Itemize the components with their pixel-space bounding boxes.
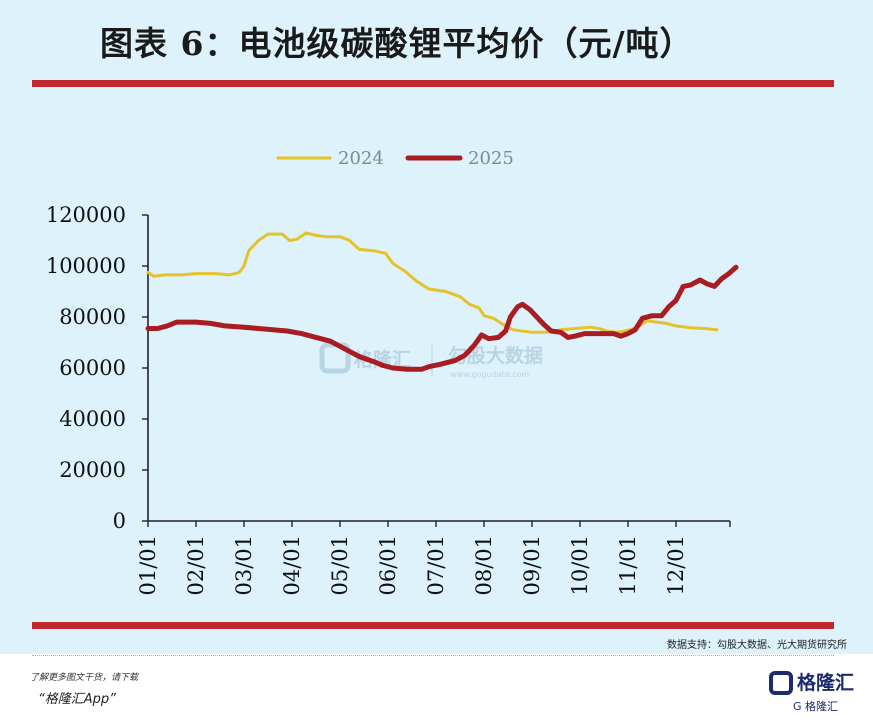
dotted-separator bbox=[32, 655, 834, 656]
brand-g-icon bbox=[769, 671, 793, 695]
watermark-url: www.gogudata.com bbox=[450, 370, 529, 379]
x-tick-label: 04/01 bbox=[280, 535, 304, 596]
x-tick-label: 09/01 bbox=[520, 535, 544, 596]
promo-text: 了解更多图文干货，请下载 bbox=[30, 673, 139, 683]
x-tick-label: 11/01 bbox=[616, 535, 640, 596]
x-tick-label: 02/01 bbox=[184, 535, 208, 596]
x-tick-label: 12/01 bbox=[664, 535, 688, 596]
y-tick-label: 60000 bbox=[59, 356, 126, 380]
x-tick-label: 08/01 bbox=[472, 535, 496, 596]
x-tick-label: 10/01 bbox=[568, 535, 592, 596]
series-line-2024 bbox=[146, 231, 719, 334]
chart-title: 图表 6：电池级碳酸锂平均价（元/吨） bbox=[100, 24, 694, 63]
legend: 2024 2025 bbox=[276, 148, 514, 169]
series-line-2025 bbox=[145, 264, 739, 372]
source-note: 数据支持：勾股大数据、光大期货研究所 bbox=[667, 640, 847, 651]
legend-label-2025: 2025 bbox=[468, 148, 514, 169]
series-layer bbox=[145, 231, 739, 372]
chart-panel: 图表 6：电池级碳酸锂平均价（元/吨） 格隆汇 勾股大数据 www.goguda… bbox=[0, 0, 873, 654]
x-tick-label: 07/01 bbox=[424, 535, 448, 596]
brand-logo[interactable]: 格隆汇 G 格隆汇 bbox=[769, 671, 859, 713]
x-tick-label: 05/01 bbox=[328, 535, 352, 596]
footer-divider bbox=[32, 622, 834, 629]
x-tick-label: 03/01 bbox=[232, 535, 256, 596]
brand-subtitle: G 格隆汇 bbox=[793, 700, 839, 713]
watermark-left: 格隆汇 bbox=[354, 348, 411, 371]
x-tick-label: 01/01 bbox=[136, 535, 160, 596]
title-divider bbox=[32, 80, 834, 87]
x-tick-label: 06/01 bbox=[376, 535, 400, 596]
promo-app-name[interactable]: “格隆汇App” bbox=[38, 692, 116, 707]
y-tick-label: 120000 bbox=[46, 203, 126, 227]
brand-name: 格隆汇 bbox=[797, 672, 855, 694]
y-tick-label: 80000 bbox=[59, 305, 126, 329]
y-tick-label: 100000 bbox=[46, 254, 126, 278]
legend-label-2024: 2024 bbox=[338, 148, 384, 169]
line-chart: 格隆汇 勾股大数据 www.gogudata.com 0 20000 40000 60… bbox=[46, 148, 739, 596]
watermark: 格隆汇 勾股大数据 www.gogudata.com bbox=[319, 342, 543, 379]
y-tick-label: 0 bbox=[113, 509, 126, 533]
y-tick-label: 20000 bbox=[59, 458, 126, 482]
y-tick-label: 40000 bbox=[59, 407, 126, 431]
axes: 0 20000 40000 60000 80000 100000 120000 01/01 02… bbox=[46, 203, 731, 596]
